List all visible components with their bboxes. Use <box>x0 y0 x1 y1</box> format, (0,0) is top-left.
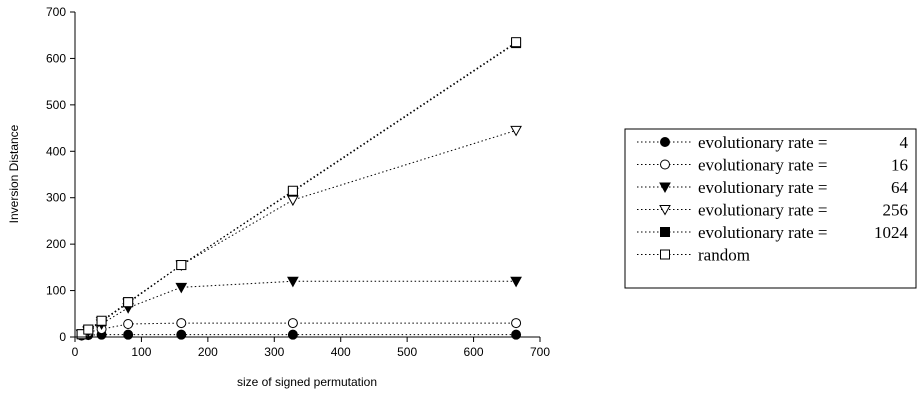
legend-label: evolutionary rate = <box>698 156 827 175</box>
legend-rate-value: 4 <box>900 133 909 152</box>
x-tick-label: 600 <box>464 345 484 359</box>
data-point-series-2 <box>511 318 522 329</box>
ticks: 0 100 200 300 400 500 600 700 0 100 200 300 400 500 60… <box>46 5 550 359</box>
legend-label: random <box>698 246 750 265</box>
x-tick-label: 700 <box>530 345 550 359</box>
data-point-series-4 <box>287 195 299 207</box>
legend-label: evolutionary rate = <box>698 133 827 152</box>
data-point-series-6 <box>511 37 522 48</box>
y-tick-label: 0 <box>59 330 66 344</box>
x-tick-label: 100 <box>131 345 151 359</box>
series-line-4 <box>81 129 517 335</box>
y-axis-label: Inversion Distance <box>7 124 21 223</box>
x-tick-label: 0 <box>72 345 79 359</box>
y-tick-label: 600 <box>46 51 66 65</box>
series-line-3 <box>81 280 517 335</box>
data-point-series-1 <box>123 329 134 340</box>
x-tick-label: 300 <box>264 345 284 359</box>
x-tick-label: 200 <box>198 345 218 359</box>
series-line-2 <box>81 322 517 336</box>
x-tick-label: 400 <box>331 345 351 359</box>
y-tick-label: 300 <box>46 191 66 205</box>
legend-box <box>624 128 917 289</box>
series-line-6 <box>81 41 517 335</box>
legend-label: evolutionary rate = <box>698 178 827 197</box>
legend-marker <box>660 249 670 260</box>
y-tick-label: 200 <box>46 237 66 251</box>
legend-rate-value: 256 <box>883 201 909 220</box>
data-point-series-4 <box>510 125 522 137</box>
data-point-series-6 <box>176 260 187 271</box>
x-tick-label: 500 <box>397 345 417 359</box>
y-tick-label: 500 <box>46 98 66 112</box>
data-point-series-2 <box>287 318 298 329</box>
legend-marker <box>660 137 670 147</box>
axes <box>74 12 540 338</box>
y-tick-label: 700 <box>46 5 66 19</box>
legend-rate-value: 1024 <box>874 223 909 242</box>
data-point-series-1 <box>511 329 522 340</box>
legend-marker <box>660 159 670 170</box>
series-line-1 <box>81 334 517 337</box>
plot-area <box>75 37 522 341</box>
legend-entries: evolutionary rate = 4 evolutionary rate = 1… <box>637 133 909 265</box>
legend: evolutionary rate = 4 evolutionary rate = 1… <box>624 128 917 289</box>
legend-rate-value: 64 <box>891 178 909 197</box>
data-point-series-6 <box>83 324 94 335</box>
data-point-series-1 <box>287 329 298 340</box>
data-point-series-6 <box>287 185 298 196</box>
legend-marker <box>659 182 671 194</box>
legend-marker <box>660 227 670 237</box>
data-point-series-6 <box>96 315 107 326</box>
y-tick-label: 100 <box>46 284 66 298</box>
data-point-series-3 <box>510 276 522 288</box>
data-point-series-6 <box>123 297 134 308</box>
legend-label: evolutionary rate = <box>698 201 827 220</box>
data-point-series-1 <box>176 329 187 340</box>
data-point-series-3 <box>175 282 188 294</box>
legend-label: evolutionary rate = <box>698 223 827 242</box>
y-tick-label: 400 <box>46 144 66 158</box>
legend-rate-value: 16 <box>891 156 908 175</box>
data-point-series-2 <box>176 318 187 329</box>
data-point-series-3 <box>287 276 299 288</box>
legend-marker <box>659 205 671 216</box>
series-line-5 <box>81 42 517 335</box>
data-point-series-2 <box>123 319 134 329</box>
x-axis-label: size of signed permutation <box>237 375 377 389</box>
